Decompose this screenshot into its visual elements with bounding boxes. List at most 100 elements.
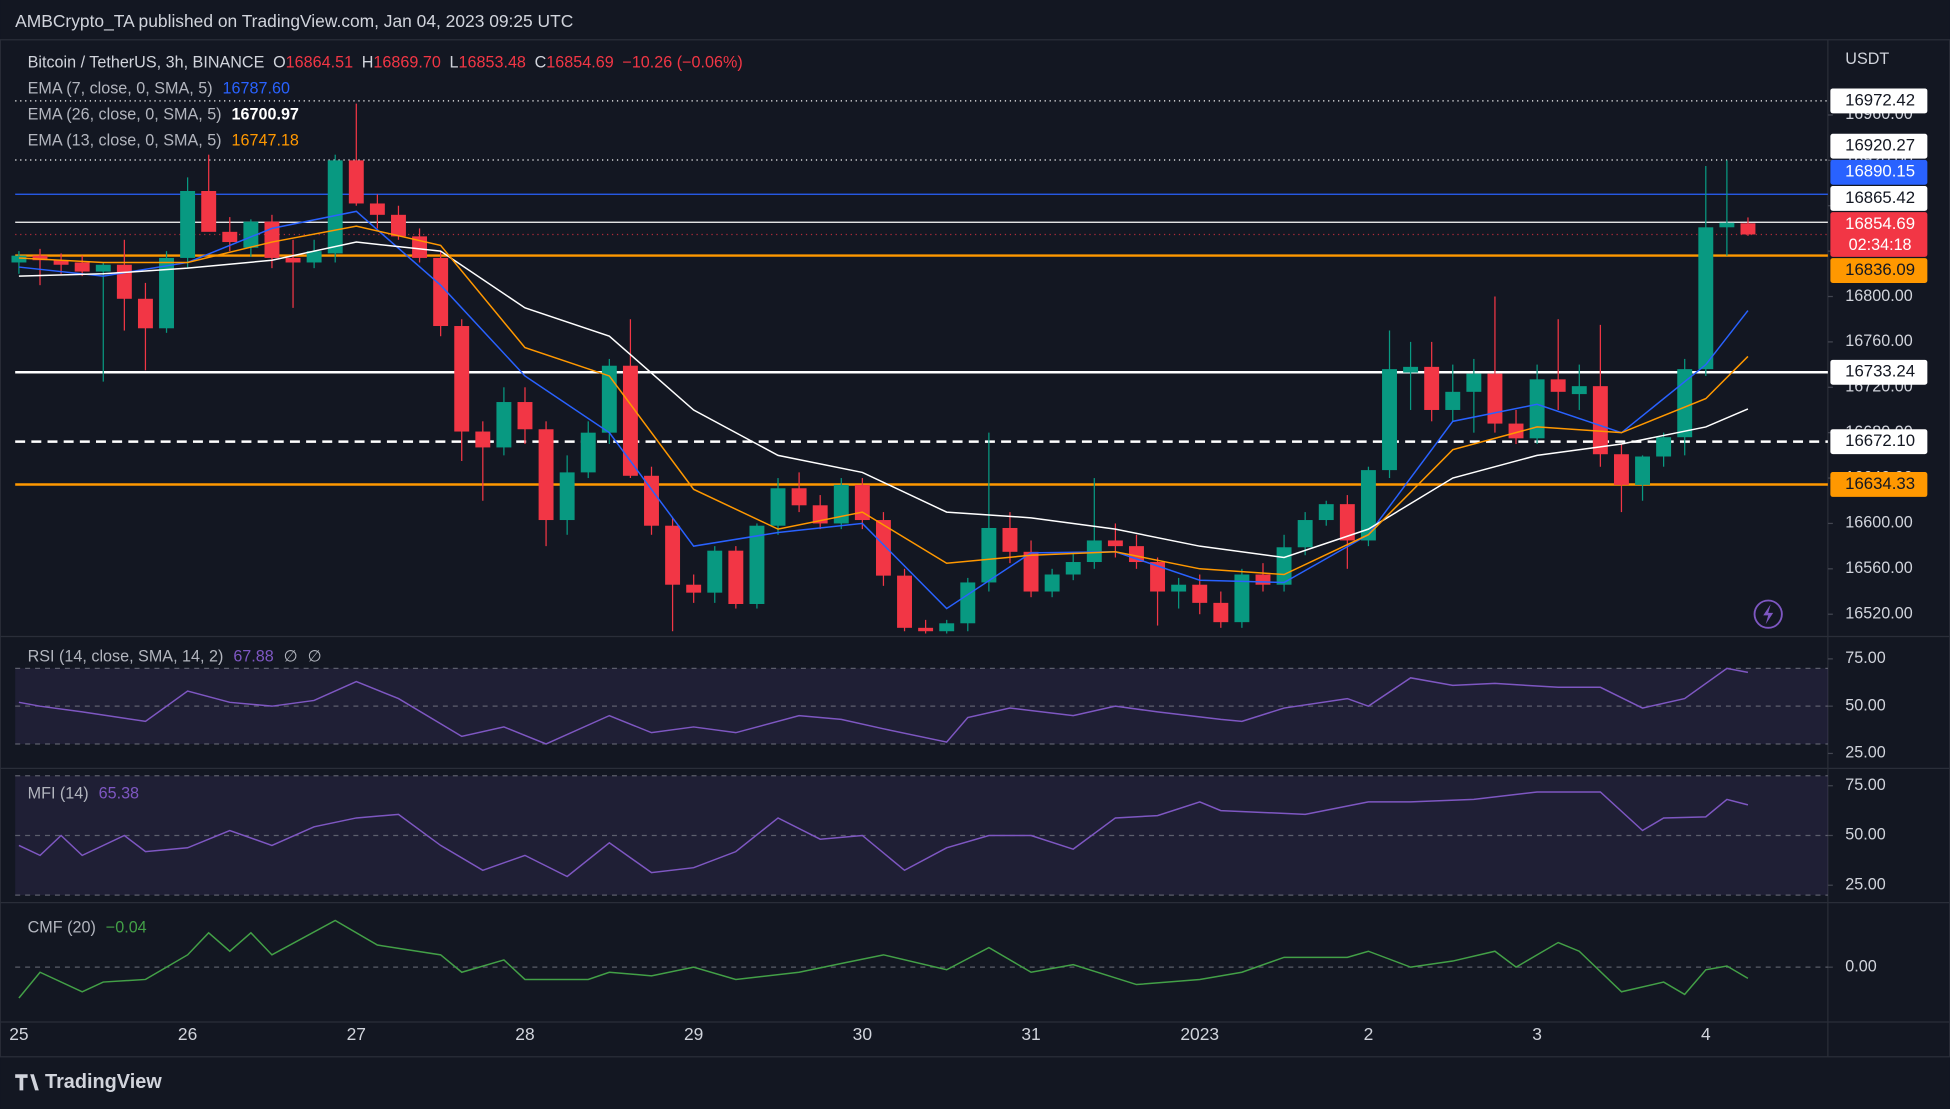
level-label: 16920.27 (1845, 136, 1915, 155)
indicator-value: −0.04 (106, 919, 147, 937)
candle-body (749, 525, 765, 605)
ema-value: 16700.97 (232, 106, 299, 124)
candle-body (1403, 366, 1419, 373)
indicator-line (18, 225, 1749, 576)
x-tick-label: 27 (347, 1024, 366, 1044)
x-tick-label: 30 (853, 1024, 872, 1044)
level-label-box (1830, 472, 1928, 497)
alert-circle (1753, 599, 1783, 629)
ohlc-value: 16853.48 (459, 54, 526, 72)
ohlc-key: C (535, 54, 547, 72)
x-tick-label: 3 (1532, 1024, 1542, 1044)
x-tick-label: 2 (1364, 1024, 1374, 1044)
candle-body (1192, 584, 1208, 603)
candle-body (1529, 379, 1545, 439)
ohlc-key: O (273, 54, 286, 72)
candle-body (1550, 379, 1566, 392)
level-label-box (1830, 359, 1928, 385)
y-tick-label: 16560.00 (1845, 559, 1912, 577)
level-label: 16972.42 (1845, 90, 1915, 109)
x-tick-label: 4 (1701, 1024, 1711, 1044)
candle-body (369, 203, 385, 215)
level-label: 16634.33 (1845, 474, 1915, 493)
candle-body (1613, 454, 1629, 485)
candle-body (1424, 366, 1440, 410)
candle-body (1297, 520, 1313, 548)
candle-body (559, 472, 575, 521)
ema-name: EMA (13, close, 0, SMA, 5) (28, 132, 222, 150)
indicator-symbol: ∅ (284, 648, 298, 666)
level-label-box (1830, 212, 1928, 257)
y-tick-label: 75.00 (1845, 649, 1885, 667)
ema-name: EMA (7, close, 0, SMA, 5) (28, 80, 213, 98)
indicator-legend: RSI (14, close, SMA, 14, 2) 67.88 ∅ ∅ (28, 648, 322, 666)
y-tick-label: 50.00 (1845, 826, 1885, 844)
level-label: 16672.10 (1845, 431, 1915, 450)
candle-body (1656, 437, 1672, 457)
level-label-box (1830, 159, 1928, 185)
candle-body (517, 402, 533, 430)
y-tick-label: 75.00 (1845, 776, 1885, 794)
candle-body (622, 365, 638, 476)
candle-body (1234, 574, 1250, 623)
logo-mark (15, 1074, 39, 1091)
candle-body (707, 550, 723, 593)
y-tick-label: 16600.00 (1845, 514, 1912, 532)
footer-logo (15, 1074, 39, 1091)
candle-body (1445, 391, 1461, 410)
candle-body (201, 190, 217, 232)
candle-body (1677, 369, 1693, 438)
ema-name: EMA (26, close, 0, SMA, 5) (28, 106, 222, 124)
candle-body (137, 298, 153, 329)
candle-body (833, 484, 849, 524)
level-label: 16854.69 (1845, 214, 1915, 233)
candle-body (243, 221, 259, 248)
ohlc-value: 16854.69 (546, 54, 613, 72)
y-tick-label: 0.00 (1845, 957, 1876, 975)
candle-body (1740, 223, 1756, 235)
candle-body (1487, 373, 1503, 424)
indicator-line (18, 241, 1749, 559)
candle-body (854, 484, 870, 521)
candle-body (644, 475, 659, 526)
candle-body (1107, 540, 1123, 547)
x-tick-label: 31 (1021, 1024, 1040, 1044)
level-label: 16836.09 (1845, 260, 1915, 279)
candle-body (285, 257, 301, 263)
candle-body (1213, 602, 1229, 623)
candle-body (538, 429, 554, 521)
indicator-symbol: ∅ (308, 648, 322, 666)
main-legend: Bitcoin / TetherUS, 3h, BINANCE O16864.51… (28, 54, 743, 72)
y-tick-label: 16520.00 (1845, 604, 1912, 622)
ohlc-key: L (450, 54, 459, 72)
candle-body (665, 525, 681, 585)
candle-body (791, 488, 807, 506)
candle-body (32, 255, 48, 261)
candle-body (686, 584, 702, 593)
level-label-box (1830, 185, 1928, 211)
ema-legend: EMA (26, close, 0, SMA, 5) 16700.97 (28, 106, 299, 124)
y-tick-label: 16760.00 (1845, 332, 1912, 350)
indicator-line (18, 210, 1749, 610)
candle-body (1023, 551, 1039, 592)
candle-body (1318, 504, 1334, 521)
candle-body (1592, 386, 1608, 455)
candle-body (159, 257, 174, 329)
ema-value: 16787.60 (223, 80, 290, 98)
candle-body (306, 251, 322, 263)
candle-body (264, 221, 280, 258)
candle-body (1255, 574, 1271, 585)
x-tick-label: 29 (684, 1024, 703, 1044)
ema-legend: EMA (13, close, 0, SMA, 5) 16747.18 (28, 132, 299, 150)
level-label: 16865.42 (1845, 188, 1915, 207)
candle-body (812, 505, 828, 524)
x-tick-label: 26 (178, 1024, 197, 1044)
x-tick-label: 25 (9, 1024, 28, 1044)
level-label-box (1830, 133, 1928, 159)
candle-body (116, 264, 132, 299)
ema-value: 16747.18 (232, 132, 299, 150)
symbol-title: Bitcoin / TetherUS, 3h, BINANCE (28, 54, 265, 72)
footer-brand: TradingView (45, 1071, 162, 1093)
candle-body (875, 520, 891, 576)
